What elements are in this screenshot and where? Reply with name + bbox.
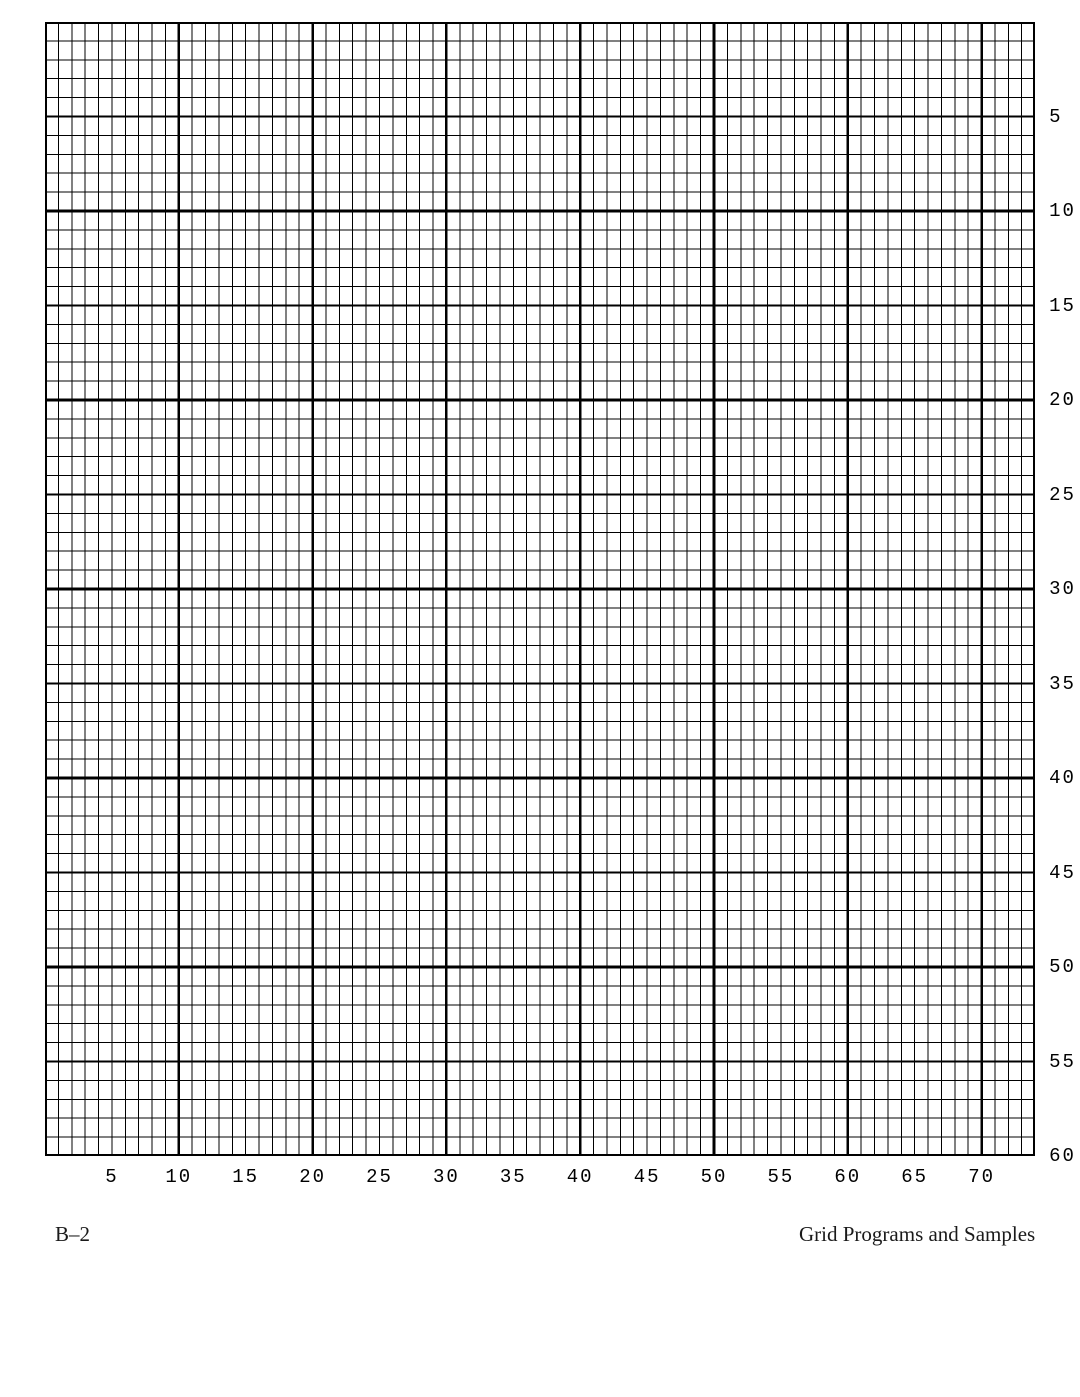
x-tick-label: 70: [968, 1166, 995, 1188]
x-tick-label: 5: [105, 1166, 118, 1188]
y-tick-label: 10: [1049, 200, 1076, 222]
grid-paper-svg: [45, 22, 1035, 1156]
y-tick-label: 25: [1049, 484, 1076, 506]
page: 5 10 15 20 25 30 35 40 45 50 55 60 65 70 5 10 15 20 25 30 35…: [0, 0, 1080, 1397]
y-tick-label: 20: [1049, 389, 1076, 411]
footer-section-title: Grid Programs and Samples: [799, 1222, 1035, 1247]
y-tick-label: 15: [1049, 295, 1076, 317]
x-tick-label: 25: [366, 1166, 393, 1188]
y-tick-label: 50: [1049, 956, 1076, 978]
x-tick-label: 60: [834, 1166, 861, 1188]
x-tick-label: 65: [901, 1166, 928, 1188]
x-tick-label: 35: [500, 1166, 527, 1188]
x-tick-label: 30: [433, 1166, 460, 1188]
footer-page-number: B–2: [55, 1222, 90, 1247]
x-tick-label: 55: [767, 1166, 794, 1188]
x-tick-label: 50: [701, 1166, 728, 1188]
x-tick-label: 20: [299, 1166, 326, 1188]
y-tick-label: 55: [1049, 1051, 1076, 1073]
y-tick-label: 40: [1049, 767, 1076, 789]
x-tick-label: 10: [165, 1166, 192, 1188]
y-tick-label: 45: [1049, 862, 1076, 884]
y-tick-label: 35: [1049, 673, 1076, 695]
y-tick-label: 30: [1049, 578, 1076, 600]
x-tick-label: 15: [232, 1166, 259, 1188]
x-tick-label: 40: [567, 1166, 594, 1188]
y-tick-label: 60: [1049, 1145, 1076, 1167]
x-tick-label: 45: [634, 1166, 661, 1188]
y-tick-label: 5: [1049, 106, 1062, 128]
